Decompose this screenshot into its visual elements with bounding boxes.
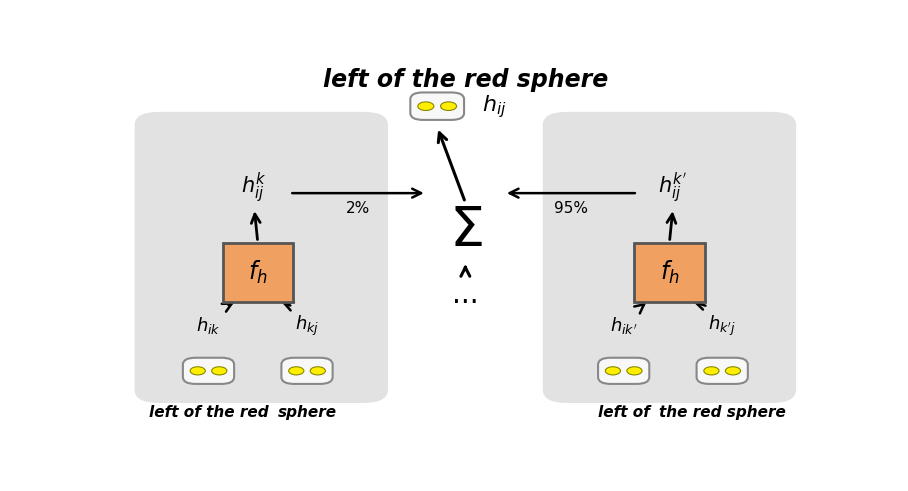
Text: 95%: 95%	[554, 201, 587, 216]
Circle shape	[289, 367, 304, 375]
Circle shape	[606, 367, 620, 375]
FancyBboxPatch shape	[696, 358, 748, 384]
FancyBboxPatch shape	[222, 243, 293, 302]
Text: left of the red sphere: left of the red sphere	[322, 68, 608, 92]
Text: $h_{ik'}$: $h_{ik'}$	[610, 315, 637, 336]
FancyBboxPatch shape	[281, 358, 332, 384]
Text: the red sphere: the red sphere	[659, 405, 785, 420]
Circle shape	[704, 367, 719, 375]
FancyBboxPatch shape	[635, 243, 705, 302]
FancyBboxPatch shape	[598, 358, 649, 384]
Text: $h_{ij}$: $h_{ij}$	[481, 93, 507, 120]
Text: $h_{ik}$: $h_{ik}$	[196, 315, 221, 336]
Text: $\Sigma$: $\Sigma$	[449, 204, 482, 258]
FancyBboxPatch shape	[543, 112, 796, 403]
Text: sphere: sphere	[278, 405, 337, 420]
Text: $f_h$: $f_h$	[659, 259, 679, 286]
Text: left of: left of	[597, 405, 649, 420]
FancyBboxPatch shape	[134, 112, 388, 403]
Circle shape	[627, 367, 642, 375]
Text: $f_h$: $f_h$	[248, 259, 268, 286]
Circle shape	[212, 367, 227, 375]
FancyBboxPatch shape	[410, 92, 464, 120]
Circle shape	[725, 367, 741, 375]
Text: $h_{ij}^{k}$: $h_{ij}^{k}$	[242, 170, 267, 205]
Text: 2%: 2%	[346, 201, 370, 216]
Text: ...: ...	[452, 281, 479, 309]
Circle shape	[311, 367, 325, 375]
FancyBboxPatch shape	[183, 358, 234, 384]
Text: $h_{k'j}$: $h_{k'j}$	[708, 313, 736, 337]
Text: left of the red: left of the red	[149, 405, 268, 420]
Circle shape	[418, 102, 434, 110]
Circle shape	[190, 367, 205, 375]
Text: $h_{ij}^{k'}$: $h_{ij}^{k'}$	[658, 170, 687, 204]
Text: $h_{kj}$: $h_{kj}$	[295, 313, 319, 337]
Circle shape	[440, 102, 457, 110]
